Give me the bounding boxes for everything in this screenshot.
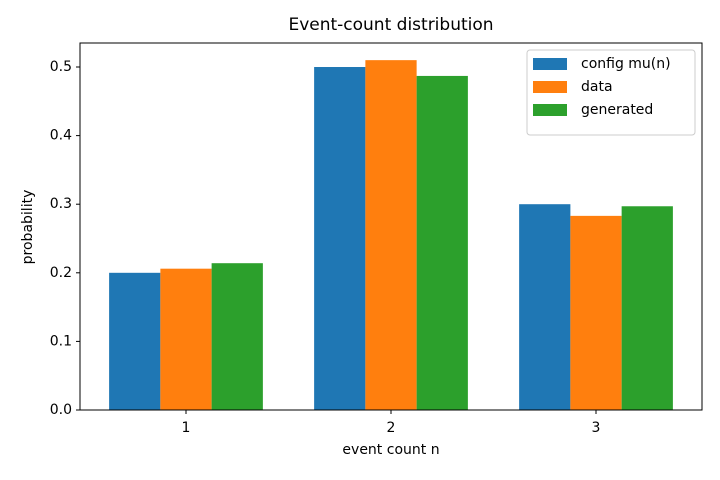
y-tick-label: 0.4 [50,128,72,144]
y-axis-label: probability [20,190,36,265]
legend-box [526,49,696,136]
legend-swatch [533,81,567,93]
bar [519,204,571,410]
legend-label: generated [581,102,653,118]
legend-label: data [581,79,613,95]
legend-label: config mu(n) [581,56,671,72]
bar [160,268,212,410]
bar [211,263,263,410]
y-tick-label: 0.3 [50,196,72,212]
y-tick-label: 0.0 [50,402,72,418]
bar [621,206,673,410]
x-tick-label: 1 [182,420,191,436]
y-tick-label: 0.2 [50,265,72,281]
y-tick-label: 0.5 [50,59,72,75]
chart-title: Event-count distribution [288,15,493,35]
x-tick-label: 2 [387,420,396,436]
bar [365,60,417,410]
x-axis-label: event count n [342,442,439,458]
bar [570,215,622,410]
y-tick-label: 0.1 [50,333,72,349]
x-tick-label: 3 [592,420,601,436]
bar [109,272,161,410]
bar [416,75,468,411]
bar [314,67,366,411]
legend-swatch [533,58,567,70]
legend-swatch [533,104,567,116]
axes-frame [79,42,703,411]
